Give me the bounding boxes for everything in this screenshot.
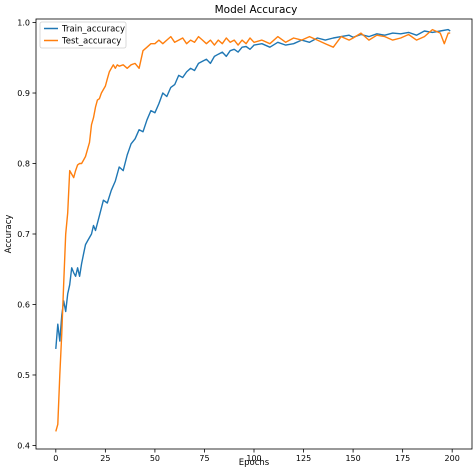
legend-box bbox=[39, 21, 127, 49]
legend-label-train: Train_accuracy bbox=[61, 25, 125, 35]
y-axis-label: Accuracy bbox=[4, 215, 14, 254]
y-tick-label: 0.4 bbox=[17, 441, 30, 450]
y-tick-label: 1.0 bbox=[17, 19, 30, 28]
plot-area bbox=[35, 18, 473, 450]
y-tick-label: 0.9 bbox=[17, 89, 30, 98]
x-tick-label: 75 bbox=[199, 454, 209, 463]
x-tick-label: 125 bbox=[296, 454, 311, 463]
legend: Train_accuracy Test_accuracy bbox=[39, 21, 127, 49]
x-tick-label: 150 bbox=[345, 454, 360, 463]
series-line-train bbox=[55, 28, 451, 349]
x-tick-label: 200 bbox=[445, 454, 460, 463]
x-axis: 0 25 50 75 100 125 150 175 200 bbox=[53, 449, 460, 463]
x-tick-label: 175 bbox=[395, 454, 410, 463]
y-axis: 0.4 0.5 0.6 0.7 0.8 0.9 1.0 bbox=[17, 19, 36, 450]
y-tick-label: 0.8 bbox=[17, 160, 30, 169]
x-axis-label: Epochs bbox=[239, 458, 270, 468]
x-tick-label: 100 bbox=[246, 454, 261, 463]
series-line-test bbox=[55, 28, 451, 432]
y-tick-label: 0.6 bbox=[17, 300, 30, 309]
y-tick-label: 0.5 bbox=[17, 371, 30, 380]
y-tick-label: 0.7 bbox=[17, 230, 30, 239]
x-tick-label: 50 bbox=[150, 454, 160, 463]
x-tick-label: 25 bbox=[100, 454, 110, 463]
x-tick-label: 0 bbox=[53, 454, 58, 463]
series-lines bbox=[55, 28, 451, 432]
legend-label-test: Test_accuracy bbox=[61, 37, 121, 47]
chart-title: Model Accuracy bbox=[215, 4, 298, 16]
